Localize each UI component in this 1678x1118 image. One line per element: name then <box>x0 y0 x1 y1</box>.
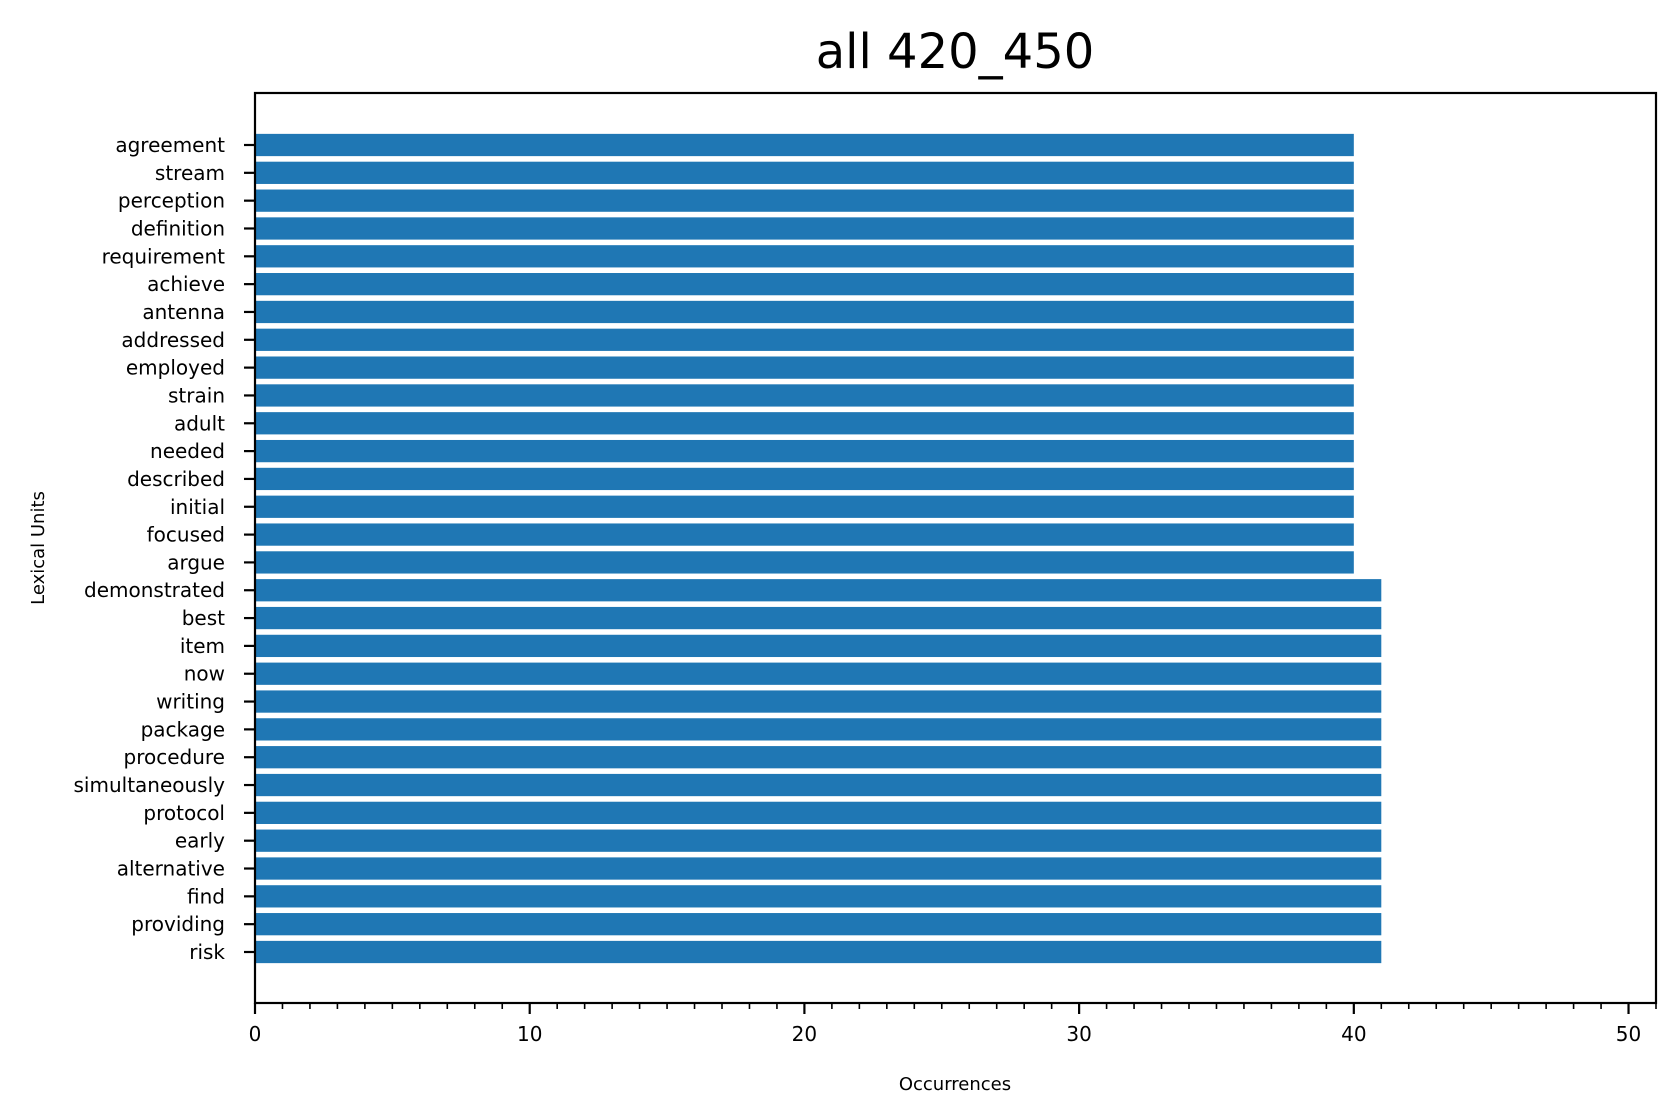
x-tick-label: 50 <box>1616 1022 1641 1046</box>
bar-providing <box>255 913 1382 936</box>
bar-perception <box>255 189 1354 212</box>
y-tick-label: employed <box>126 356 225 380</box>
bar-now <box>255 662 1382 685</box>
bar-protocol <box>255 801 1382 824</box>
y-tick-label: item <box>180 634 225 658</box>
bar-alternative <box>255 857 1382 880</box>
y-tick-label: perception <box>118 189 225 213</box>
bar-agreement <box>255 133 1354 157</box>
bar-adult <box>255 412 1354 435</box>
x-tick-label: 30 <box>1066 1022 1091 1046</box>
y-tick-label: procedure <box>124 745 225 769</box>
y-tick-label: adult <box>174 411 225 435</box>
bar-achieve <box>255 273 1354 296</box>
y-tick-label: achieve <box>147 272 225 296</box>
x-axis: 0 10 20 30 40 50 <box>249 1003 1657 1046</box>
y-tick-label: writing <box>156 690 225 714</box>
bar-described <box>255 467 1354 491</box>
x-tick-label: 40 <box>1341 1022 1366 1046</box>
bar-simultaneously <box>255 773 1382 797</box>
chart-title: all 420_450 <box>816 24 1095 80</box>
y-tick-label: providing <box>131 912 225 936</box>
bar-find <box>255 885 1382 908</box>
y-axis-label: Lexical Units <box>28 491 49 605</box>
bars-group <box>255 133 1382 964</box>
plot-frame <box>253 91 1658 1005</box>
y-tick-label: stream <box>155 161 225 185</box>
bar-initial <box>255 495 1354 518</box>
y-tick-label: package <box>141 717 225 741</box>
bar-writing <box>255 690 1382 713</box>
y-tick-label: described <box>127 467 225 491</box>
x-axis-label: Occurrences <box>899 1074 1011 1095</box>
x-tick-label: 0 <box>249 1022 262 1046</box>
bar-risk <box>255 940 1382 964</box>
y-tick-label: now <box>184 662 225 686</box>
x-tick-label: 10 <box>517 1022 542 1046</box>
y-tick-label: requirement <box>102 244 226 268</box>
y-tick-label: best <box>182 606 225 630</box>
y-axis: agreement stream perception definition requi… <box>74 133 255 964</box>
y-tick-label: early <box>175 829 225 853</box>
y-tick-label: initial <box>170 495 225 519</box>
y-tick-label: alternative <box>117 857 225 881</box>
y-tick-label: demonstrated <box>84 578 225 602</box>
y-tick-label: needed <box>150 439 225 463</box>
y-tick-label: find <box>187 884 225 908</box>
y-tick-label: addressed <box>121 328 225 352</box>
y-tick-label: antenna <box>142 300 225 324</box>
bar-argue <box>255 551 1354 574</box>
bar-addressed <box>255 328 1354 351</box>
x-tick-label: 20 <box>792 1022 817 1046</box>
y-tick-label: focused <box>147 523 225 547</box>
bar-procedure <box>255 746 1382 769</box>
y-tick-label: agreement <box>115 133 225 157</box>
bar-best <box>255 606 1382 630</box>
bar-demonstrated <box>255 579 1382 602</box>
y-tick-label: argue <box>167 550 225 574</box>
bar-item <box>255 634 1382 658</box>
y-tick-label: strain <box>168 383 225 407</box>
bar-antenna <box>255 300 1354 324</box>
bar-employed <box>255 356 1354 379</box>
bar-package <box>255 718 1382 741</box>
bar-requirement <box>255 245 1354 268</box>
y-tick-label: protocol <box>143 801 225 825</box>
y-tick-label: simultaneously <box>74 773 226 797</box>
y-tick-label: risk <box>189 940 225 964</box>
bar-early <box>255 829 1382 852</box>
y-tick-label: definition <box>131 216 225 240</box>
bar-definition <box>255 217 1354 240</box>
bar-focused <box>255 523 1354 546</box>
bar-strain <box>255 384 1354 407</box>
bar-needed <box>255 439 1354 463</box>
bar-stream <box>255 161 1354 184</box>
